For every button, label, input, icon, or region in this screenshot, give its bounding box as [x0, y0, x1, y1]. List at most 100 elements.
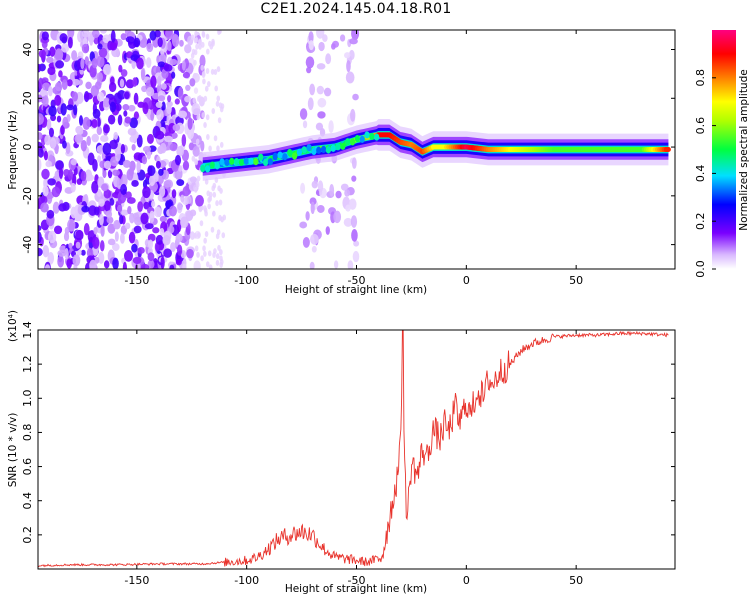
- noise-speckle: [156, 75, 162, 86]
- noise-speckle: [96, 91, 105, 102]
- noise-speckle: [48, 105, 57, 117]
- snr-x-tick-label: 50: [569, 574, 583, 587]
- noise-speckle: [60, 103, 67, 116]
- noise-speckle: [89, 33, 94, 46]
- noise-speckle: [38, 49, 46, 58]
- noise-speckle: [182, 71, 190, 79]
- noise-speckle: [127, 104, 136, 112]
- noise-speckle: [309, 261, 315, 269]
- ridge-blob: [258, 153, 264, 161]
- noise-speckle: [157, 37, 163, 48]
- noise-speckle: [193, 232, 197, 239]
- noise-speckle: [340, 183, 349, 191]
- noise-speckle: [56, 115, 62, 123]
- noise-speckle: [96, 55, 105, 68]
- noise-speckle: [46, 56, 54, 64]
- noise-speckle: [163, 135, 173, 143]
- noise-speckle: [216, 95, 221, 102]
- noise-speckle: [150, 109, 155, 122]
- noise-speckle: [38, 247, 43, 257]
- noise-speckle: [75, 229, 84, 241]
- noise-speckle: [152, 227, 160, 234]
- snr-panel: -150 -100 -50 0 50 0.2 0.4 0.6 0.8 1.0 1.2 1.4 Hei…: [7, 310, 676, 595]
- noise-speckle: [182, 263, 187, 269]
- noise-speckle: [344, 52, 351, 59]
- noise-speckle: [221, 232, 226, 239]
- noise-speckle: [315, 122, 324, 131]
- noise-speckle: [200, 64, 205, 71]
- noise-speckle: [343, 217, 353, 227]
- noise-speckle: [107, 238, 116, 246]
- noise-speckle: [146, 133, 154, 144]
- noise-speckle: [189, 231, 195, 240]
- noise-speckle: [195, 181, 200, 188]
- noise-speckle: [317, 180, 324, 193]
- noise-speckle: [98, 198, 105, 207]
- noise-speckle: [350, 215, 358, 228]
- spectrogram-y-tick-label: -40: [21, 236, 34, 254]
- noise-speckle: [310, 233, 319, 245]
- noise-speckle: [115, 148, 121, 162]
- spectrogram-panel: -150 -100 -50 0 50 -40 -20 0 20 40 Height of str…: [7, 29, 676, 296]
- noise-speckle: [347, 260, 354, 269]
- snr-y-tick-label: 1.0: [21, 390, 34, 408]
- noise-speckle: [169, 264, 175, 269]
- noise-speckle: [114, 231, 119, 242]
- noise-speckle: [55, 160, 64, 170]
- ridge-blob: [330, 144, 336, 152]
- snr-x-tick-label: -100: [234, 574, 259, 587]
- spectrogram-y-axis-title: Frequency (Hz): [7, 110, 19, 189]
- figure-title: C2E1.2024.145.04.18.R01: [260, 1, 452, 17]
- noise-speckle: [203, 95, 208, 102]
- noise-speckle: [217, 30, 221, 35]
- ridge-blob: [229, 157, 235, 165]
- noise-speckle: [58, 70, 63, 78]
- noise-speckle: [168, 205, 177, 217]
- noise-speckle: [73, 104, 78, 116]
- noise-speckle: [216, 229, 221, 236]
- snr-y-tick-label: 0.6: [21, 458, 34, 476]
- noise-speckle: [351, 229, 358, 242]
- noise-speckle: [199, 54, 206, 68]
- noise-speckle: [180, 216, 189, 228]
- noise-speckle: [159, 215, 167, 223]
- noise-speckle: [213, 135, 218, 142]
- noise-speckle: [147, 233, 156, 242]
- spectrogram-x-tick-label: 50: [569, 274, 583, 287]
- noise-speckle: [203, 250, 207, 257]
- noise-speckle: [190, 128, 195, 135]
- noise-speckle: [157, 61, 166, 68]
- noise-speckle: [186, 248, 194, 259]
- noise-speckle: [85, 81, 92, 90]
- noise-speckle: [128, 167, 135, 177]
- noise-speckle: [132, 77, 138, 87]
- noise-speckle: [159, 228, 165, 237]
- noise-speckle: [219, 141, 224, 148]
- noise-speckle: [195, 195, 204, 207]
- noise-speckle: [38, 195, 48, 205]
- noise-speckle: [130, 54, 139, 61]
- noise-speckle: [38, 225, 42, 232]
- noise-speckle: [316, 85, 325, 95]
- snr-y-multiplier: (x10⁴): [7, 310, 19, 342]
- noise-speckle: [125, 222, 131, 230]
- noise-speckle: [179, 39, 184, 47]
- noise-speckle: [219, 249, 223, 256]
- noise-speckle: [140, 212, 149, 225]
- noise-speckle: [193, 59, 197, 66]
- noise-speckle: [120, 33, 127, 41]
- noise-speckle: [213, 68, 218, 75]
- noise-speckle: [116, 178, 122, 190]
- noise-speckle: [119, 214, 124, 225]
- noise-speckle: [302, 236, 310, 248]
- colorbar-gradient: [712, 30, 736, 269]
- noise-speckle: [42, 245, 50, 258]
- noise-speckle: [109, 139, 118, 150]
- noise-speckle: [80, 58, 85, 70]
- noise-speckle: [159, 142, 167, 154]
- noise-speckle: [129, 117, 138, 129]
- ridge-blob: [335, 143, 341, 151]
- noise-speckle: [41, 168, 50, 180]
- noise-speckle: [181, 60, 186, 71]
- noise-speckle: [149, 30, 157, 41]
